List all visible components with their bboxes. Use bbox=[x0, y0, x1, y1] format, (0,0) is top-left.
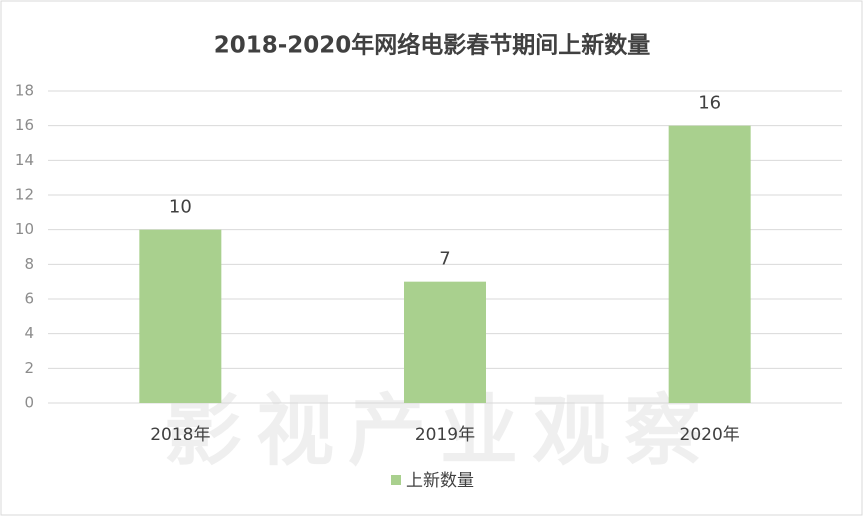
bar bbox=[404, 281, 486, 403]
y-tick-label: 4 bbox=[24, 324, 34, 342]
legend-label: 上新数量 bbox=[406, 471, 474, 491]
x-tick-label: 2018年 bbox=[150, 425, 210, 445]
chart-title: 2018-2020年网络电影春节期间上新数量 bbox=[214, 32, 651, 59]
y-tick-label: 16 bbox=[15, 116, 34, 134]
y-tick-label: 14 bbox=[15, 151, 34, 169]
legend-swatch bbox=[391, 475, 401, 485]
x-tick-label: 2020年 bbox=[680, 425, 740, 445]
y-tick-label: 6 bbox=[24, 290, 34, 308]
y-tick-label: 12 bbox=[15, 186, 34, 204]
value-label: 10 bbox=[169, 197, 192, 218]
y-tick-label: 8 bbox=[24, 255, 34, 273]
y-tick-label: 0 bbox=[24, 394, 34, 412]
value-label: 7 bbox=[439, 249, 450, 270]
y-tick-label: 18 bbox=[15, 82, 34, 100]
value-label: 16 bbox=[698, 93, 721, 114]
y-tick-label: 10 bbox=[15, 220, 34, 238]
bar bbox=[668, 125, 751, 404]
x-tick-label: 2019年 bbox=[415, 425, 475, 445]
y-tick-label: 2 bbox=[24, 359, 34, 377]
bar bbox=[139, 229, 222, 403]
